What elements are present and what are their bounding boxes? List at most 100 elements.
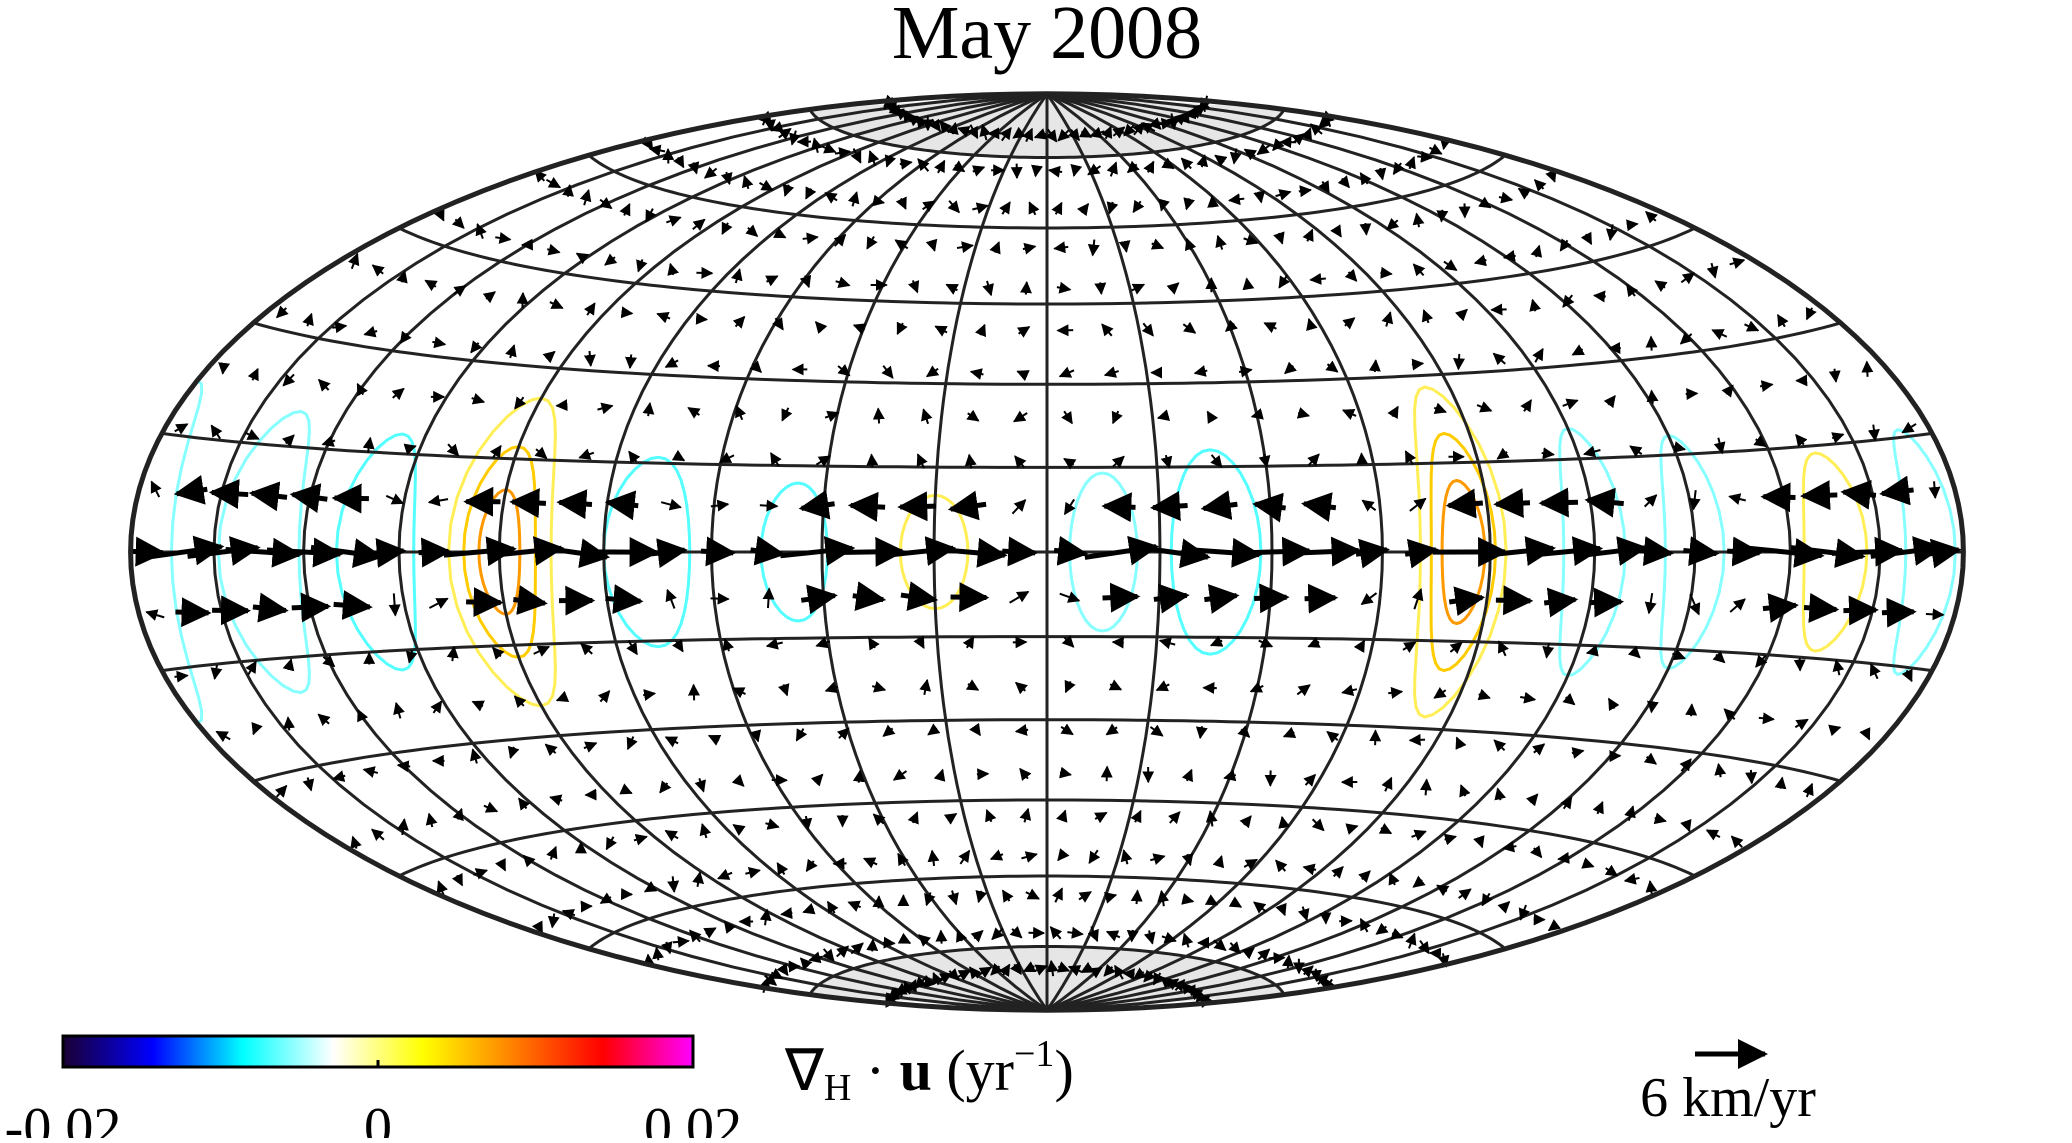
flow-arrow: [1726, 385, 1733, 394]
flow-arrow: [1279, 275, 1287, 287]
flow-arrow: [1026, 282, 1027, 294]
flow-arrow: [1106, 895, 1116, 898]
flow-arrow: [1535, 349, 1543, 362]
flow-arrow: [1426, 780, 1427, 796]
chart-title: May 2008: [892, 0, 1202, 75]
flow-arrow: [1409, 157, 1414, 169]
colorbar-tick-label: -0.02: [5, 1097, 122, 1138]
flow-arrow: [765, 823, 778, 827]
flow-arrow: [1160, 641, 1175, 645]
flow-arrow: [1732, 836, 1743, 847]
flow-arrow: [1303, 907, 1307, 920]
flow-arrow: [1530, 794, 1537, 802]
flow-arrow: [629, 452, 636, 462]
flow-arrow: [607, 837, 614, 849]
flow-arrow: [1681, 273, 1694, 282]
flow-arrow: [1124, 973, 1135, 974]
flow-arrow: [1023, 246, 1035, 249]
flow-arrow: [1534, 744, 1544, 753]
flow-arrow: [1010, 592, 1029, 603]
flow-arrow: [1627, 224, 1638, 225]
flow-arrow: [1257, 145, 1270, 154]
flow-arrow: [752, 363, 761, 372]
flow-arrow: [1807, 784, 1812, 797]
flow-arrow: [1054, 550, 1085, 553]
flow-arrow: [1807, 308, 1812, 319]
flow-arrow: [696, 319, 707, 320]
flow-arrow: [1021, 854, 1036, 858]
flow-arrow: [1744, 324, 1758, 330]
flow-arrow: [760, 183, 773, 190]
flow-arrow: [1566, 697, 1575, 704]
flow-arrow: [1375, 360, 1376, 372]
flow-arrow: [1534, 848, 1542, 857]
flow-arrow: [1365, 223, 1366, 234]
flow-arrow: [1403, 642, 1415, 650]
flow-arrow: [293, 495, 328, 500]
flow-arrow: [1343, 410, 1356, 416]
flow-arrow: [1113, 411, 1118, 423]
flow-arrow: [308, 777, 312, 790]
flow-arrow: [1907, 670, 1912, 681]
flow-arrow: [1573, 349, 1583, 355]
flow-arrow: [822, 146, 835, 151]
flow-arrow: [1497, 452, 1507, 459]
flow-arrow: [987, 281, 991, 295]
flow-arrow: [768, 589, 769, 609]
flow-arrow: [1093, 240, 1095, 256]
flow-arrow: [466, 602, 501, 603]
flow-arrow: [1645, 495, 1657, 507]
flow-arrow: [1212, 196, 1213, 207]
flow-arrow: [1062, 811, 1066, 821]
flow-arrow: [365, 331, 378, 334]
flow-arrow: [550, 797, 562, 800]
flow-arrow: [816, 775, 823, 783]
flow-arrow: [353, 837, 357, 849]
flow-arrow: [974, 727, 980, 736]
flow-arrow: [667, 590, 674, 609]
flow-arrow: [1843, 492, 1876, 495]
flow-arrow: [1409, 934, 1415, 949]
flow-arrow: [1803, 495, 1837, 496]
flow-arrow: [579, 453, 593, 458]
flow-arrow: [1763, 605, 1796, 608]
flow-arrow: [1778, 315, 1785, 327]
flow-arrow: [1584, 863, 1594, 866]
flow-arrow: [547, 249, 559, 252]
flow-arrow: [1327, 364, 1337, 372]
flow-arrow: [484, 806, 497, 812]
flow-arrow: [801, 958, 808, 966]
flow-arrow: [711, 598, 729, 599]
flow-arrow: [1376, 927, 1386, 935]
flow-arrow: [608, 503, 639, 506]
flow-arrow: [1718, 764, 1720, 777]
flow-arrow: [1450, 643, 1461, 652]
flow-arrow: [1307, 230, 1312, 242]
flow-arrow: [1055, 888, 1062, 902]
flow-arrow: [1252, 414, 1262, 417]
flow-arrow: [1533, 300, 1536, 311]
flow-arrow: [1232, 902, 1241, 907]
flow-arrow: [1247, 279, 1249, 289]
flow-arrow: [1110, 684, 1121, 689]
flow-arrow: [1215, 155, 1224, 162]
flow-arrow: [673, 941, 689, 942]
flow-arrow: [801, 596, 835, 601]
flow-arrow: [1035, 166, 1036, 176]
flow-arrow: [1109, 202, 1112, 213]
flow-arrow: [429, 599, 447, 608]
flow-arrow: [1066, 681, 1071, 692]
flow-arrow: [1520, 697, 1535, 700]
flow-arrow: [960, 851, 969, 864]
flow-arrow: [455, 219, 463, 228]
flow-arrow: [952, 891, 956, 905]
flow-arrow: [932, 241, 935, 251]
flow-arrow: [1475, 260, 1486, 263]
flow-arrow: [1265, 323, 1277, 329]
flow-arrow: [1361, 453, 1362, 464]
flow-arrow: [901, 198, 906, 208]
flow-arrow: [253, 607, 286, 610]
flow-arrow: [1102, 324, 1112, 336]
flow-arrow: [1413, 880, 1422, 887]
flow-arrow: [851, 505, 885, 507]
